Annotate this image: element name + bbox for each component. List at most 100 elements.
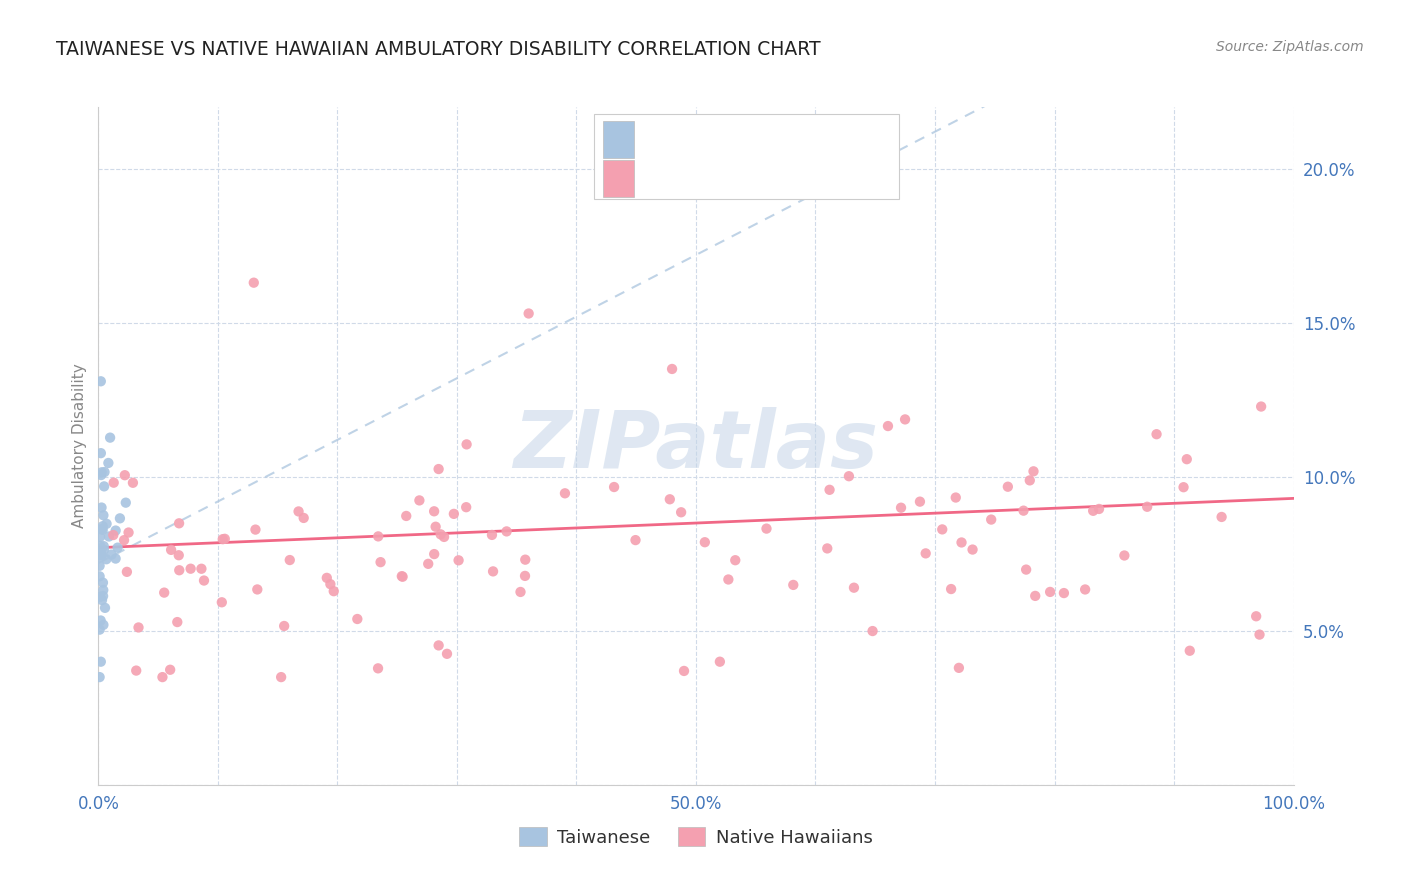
Point — [433, 530, 456, 544]
Point — [90, 544, 112, 558]
Text: 42: 42 — [786, 133, 810, 151]
Point — [554, 486, 576, 500]
Point — [125, 664, 148, 678]
Point — [908, 494, 931, 508]
Point — [1175, 452, 1198, 467]
Point — [815, 541, 838, 556]
Point — [509, 585, 531, 599]
Text: N =: N = — [747, 133, 785, 151]
Point — [429, 527, 451, 541]
Point — [914, 546, 936, 560]
Point — [159, 663, 181, 677]
Point — [91, 519, 114, 533]
Point — [370, 555, 392, 569]
Point — [661, 362, 683, 376]
Point — [693, 535, 716, 549]
Point — [93, 465, 115, 479]
Point — [447, 553, 470, 567]
Point — [90, 522, 112, 536]
Text: ZIPatlas: ZIPatlas — [513, 407, 879, 485]
Point — [1250, 400, 1272, 414]
Point — [980, 512, 1002, 526]
Point — [1178, 644, 1201, 658]
Point — [193, 574, 215, 588]
Text: R =: R = — [641, 133, 679, 151]
Point — [114, 496, 136, 510]
Point — [456, 500, 478, 515]
Point — [114, 468, 136, 483]
Point — [877, 419, 900, 434]
Point — [842, 581, 865, 595]
Point — [1024, 589, 1046, 603]
Point — [425, 520, 447, 534]
Point — [709, 655, 731, 669]
Point — [90, 374, 112, 388]
Point — [128, 620, 150, 634]
Point — [1083, 504, 1105, 518]
Point — [278, 553, 301, 567]
Point — [100, 548, 122, 562]
Point — [427, 639, 450, 653]
Point — [367, 529, 389, 543]
Point — [1249, 627, 1271, 641]
Point — [782, 578, 804, 592]
Point — [962, 542, 984, 557]
Point — [104, 524, 127, 538]
Point — [1173, 480, 1195, 494]
Point — [270, 670, 292, 684]
Text: TAIWANESE VS NATIVE HAWAIIAN AMBULATORY DISABILITY CORRELATION CHART: TAIWANESE VS NATIVE HAWAIIAN AMBULATORY … — [56, 40, 821, 59]
Point — [482, 565, 505, 579]
Point — [152, 670, 174, 684]
Point — [945, 491, 967, 505]
Point — [443, 507, 465, 521]
Point — [1114, 549, 1136, 563]
Point — [367, 661, 389, 675]
Point — [91, 583, 114, 598]
Point — [90, 549, 112, 563]
Point — [818, 483, 841, 497]
Point — [1039, 585, 1062, 599]
Point — [96, 552, 118, 566]
Point — [245, 523, 267, 537]
Point — [423, 547, 446, 561]
Point — [408, 493, 430, 508]
Text: N =: N = — [747, 172, 785, 190]
Y-axis label: Ambulatory Disability: Ambulatory Disability — [72, 364, 87, 528]
Point — [98, 431, 121, 445]
Text: 0.040: 0.040 — [683, 133, 738, 151]
Point — [89, 569, 111, 583]
Point — [315, 571, 337, 585]
Point — [395, 508, 418, 523]
Point — [90, 614, 112, 628]
Text: R =: R = — [641, 172, 679, 190]
Point — [717, 573, 740, 587]
Point — [89, 558, 111, 573]
Point — [724, 553, 747, 567]
Point — [103, 528, 125, 542]
Point — [97, 529, 120, 543]
Point — [93, 508, 115, 523]
Point — [93, 479, 115, 493]
Point — [167, 563, 190, 577]
Point — [1088, 502, 1111, 516]
Point — [90, 655, 112, 669]
Point — [104, 551, 127, 566]
Point — [948, 661, 970, 675]
Point — [117, 525, 139, 540]
Point — [436, 647, 458, 661]
Point — [418, 557, 440, 571]
Text: Source: ZipAtlas.com: Source: ZipAtlas.com — [1216, 40, 1364, 54]
Point — [603, 480, 626, 494]
Point — [346, 612, 368, 626]
Point — [1053, 586, 1076, 600]
Point — [89, 539, 111, 553]
Point — [180, 562, 202, 576]
Point — [319, 577, 342, 591]
Text: 0.149: 0.149 — [683, 172, 744, 190]
Point — [838, 469, 860, 483]
Point — [96, 516, 118, 531]
Point — [243, 276, 266, 290]
Point — [1136, 500, 1159, 514]
Point — [515, 552, 537, 566]
Point — [160, 542, 183, 557]
